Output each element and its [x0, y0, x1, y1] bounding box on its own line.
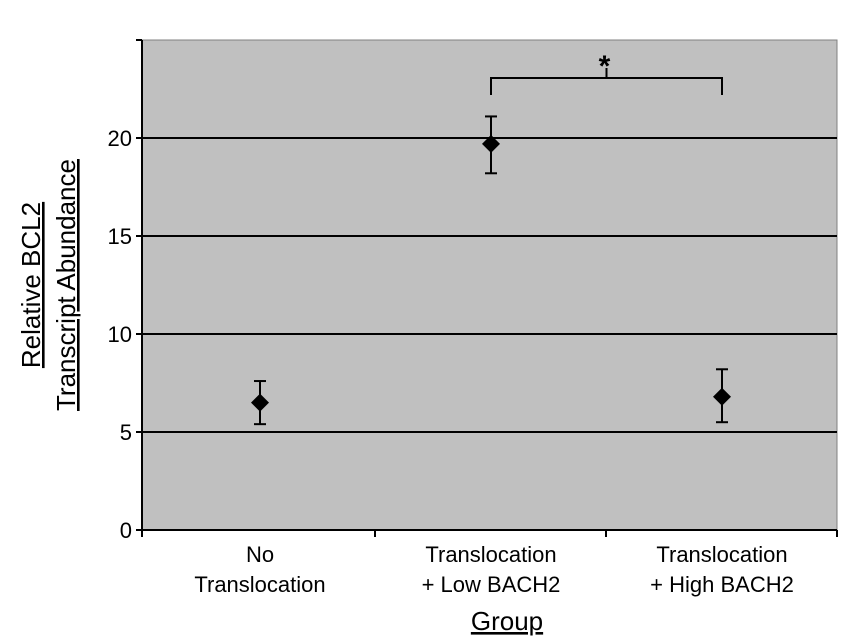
x-category-label-line: Translocation [656, 542, 787, 567]
x-category-label: Translocation + High BACH2 [650, 542, 794, 597]
data-point-group [482, 115, 500, 175]
x-category-label-line: + Low BACH2 [422, 572, 561, 597]
y-tick-label: 20 [108, 126, 132, 151]
data-point [251, 393, 269, 412]
x-category-label-line: + High BACH2 [650, 572, 794, 597]
x-axis-title: Group [471, 606, 543, 636]
significance-bracket: * [490, 50, 723, 95]
y-tick-layer: 0 5 10 15 20 [108, 39, 142, 543]
x-category-label-line: Translocation [425, 542, 556, 567]
significance-label: * [599, 50, 611, 83]
y-tick-label: 5 [120, 420, 132, 445]
y-tick-label: 15 [108, 224, 132, 249]
x-category-label: Translocation + Low BACH2 [422, 542, 561, 597]
data-point [713, 387, 731, 406]
data-point-group [251, 380, 269, 426]
y-axis-title: Relative BCL2 Transcript Abundance [16, 159, 81, 411]
x-category-label: No Translocation [194, 542, 325, 597]
data-point [482, 134, 500, 153]
x-category-label-line: No [246, 542, 274, 567]
y-tick-label: 0 [120, 518, 132, 543]
y-tick-label: 10 [108, 322, 132, 347]
y-axis-title-line-1: Relative BCL2 [16, 202, 46, 368]
data-point-group [713, 368, 731, 424]
data-layer [251, 115, 731, 426]
plot-area [141, 39, 838, 531]
x-category-label-line: Translocation [194, 572, 325, 597]
y-axis-title-line-2: Transcript Abundance [51, 159, 81, 411]
